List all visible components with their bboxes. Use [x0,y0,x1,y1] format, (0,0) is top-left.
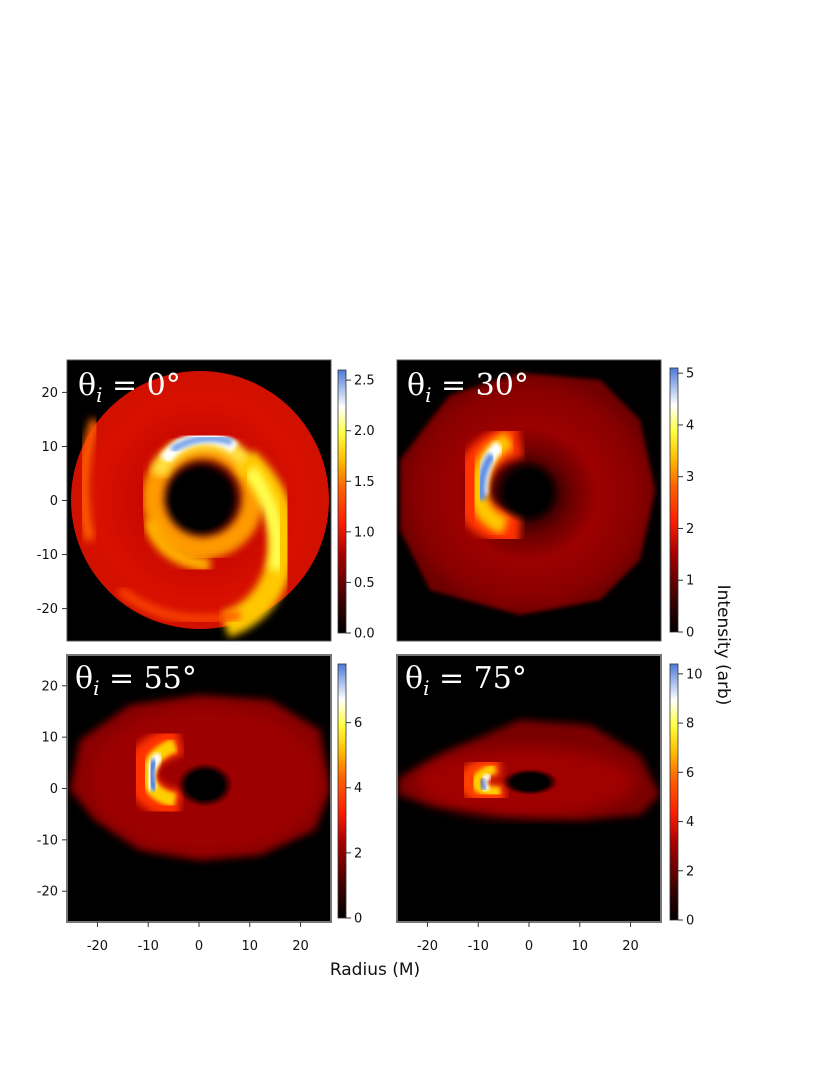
panel-2-intensity-image [70,695,330,860]
panel-1-title-rest: = 30° [431,368,528,403]
y-tick-label: 10 [41,440,58,455]
colorbar-3 [669,663,679,921]
colorbar-2-tick-label: 2 [354,846,362,861]
x-tick-label: -20 [87,939,108,954]
panel-2-title-rest: = 55° [99,661,196,696]
panel-0: θi = 0° [66,359,332,642]
colorbar-title: Intensity (arb) [713,585,733,706]
panel-3-title-greek: θ [405,661,423,696]
y-tick-label: -20 [37,885,58,900]
colorbar-3-tick-label: 6 [686,766,694,781]
panel-0-intensity-image [71,371,329,638]
panel-1: θi = 30° [396,359,662,642]
panel-3-title-rest: = 75° [429,661,526,696]
panel-2-title-greek: θ [75,661,93,696]
svg-text:θi = 75°: θi = 75° [405,661,527,700]
colorbar-3-tick-label: 2 [686,864,694,879]
svg-text:θi = 55°: θi = 55° [75,661,197,700]
colorbar-3-tick-label: 8 [686,717,694,732]
colorbar-0-tick-label: 2.5 [354,374,375,389]
y-tick-label: 10 [41,731,58,746]
colorbar-2-tick-label: 4 [354,781,362,796]
colorbar-3-gradient [669,663,679,921]
colorbar-1-tick-label: 4 [686,418,694,433]
panel-0-title-sub: i [96,383,102,407]
x-tick-label: -10 [138,939,159,954]
y-tick-label: -10 [37,833,58,848]
panel-1-intensity-image [400,373,655,615]
x-tick-label: 0 [525,939,533,954]
panel-1-frame [396,359,662,642]
colorbar-1-tick-label: 5 [686,367,694,382]
x-tick-label: -10 [468,939,489,954]
svg-text:θi = 0°: θi = 0° [78,368,181,407]
panel-2: θi = 55° [66,654,332,923]
panel-3-title: θi = 75° [405,661,527,700]
colorbar-0-tick-label: 2.0 [354,424,375,439]
colorbar-1-tick-label: 0 [686,626,694,641]
panel-3-title-sub: i [423,676,429,700]
colorbar-1-tick-label: 3 [686,470,694,485]
colorbar-3-tick-label: 10 [686,667,703,682]
panel-1-title: θi = 30° [407,368,529,407]
x-tick-label: -20 [417,939,438,954]
y-tick-label: 0 [50,494,58,509]
panel-0-title-greek: θ [78,368,96,403]
panel-1-title-greek: θ [407,368,425,403]
x-tick-label: 10 [241,939,258,954]
colorbar-3-tick-label: 4 [686,815,694,830]
colorbar-0-tick-label: 0.0 [354,627,375,642]
panel-2-title: θi = 55° [75,661,197,700]
y-tick-label: -20 [37,602,58,617]
colorbar-1-tick-label: 2 [686,522,694,537]
colorbar-2 [337,663,347,919]
x-tick-label: 0 [195,939,203,954]
colorbar-1 [669,367,679,633]
panel-2-title-sub: i [93,676,99,700]
x-tick-label: 10 [571,939,588,954]
panel-1-title-sub: i [425,383,431,407]
y-tick-label: 20 [41,679,58,694]
colorbar-2-tick-label: 6 [354,716,362,731]
panel-0-title-rest: = 0° [102,368,180,403]
x-tick-label: 20 [622,939,639,954]
colorbar-0-gradient [337,369,347,634]
y-tick-label: 20 [41,386,58,401]
colorbar-0-tick-label: 0.5 [354,576,375,591]
colorbar-0-tick-label: 1.0 [354,525,375,540]
x-tick-label: 20 [292,939,309,954]
panel-3: θi = 75° [396,654,662,923]
colorbar-0 [337,369,347,634]
colorbar-1-tick-label: 1 [686,574,694,589]
y-tick-label: -10 [37,548,58,563]
svg-text:θi = 30°: θi = 30° [407,368,529,407]
x-axis-title: Radius (M) [330,960,420,980]
panel-3-intensity-image [398,720,660,820]
colorbar-2-tick-label: 0 [354,912,362,927]
colorbar-3-tick-label: 0 [686,914,694,929]
colorbar-2-gradient [337,663,347,919]
y-tick-label: 0 [50,782,58,797]
colorbar-0-tick-label: 1.5 [354,475,375,490]
colorbar-1-gradient [669,367,679,633]
panel-0-title: θi = 0° [78,368,181,407]
